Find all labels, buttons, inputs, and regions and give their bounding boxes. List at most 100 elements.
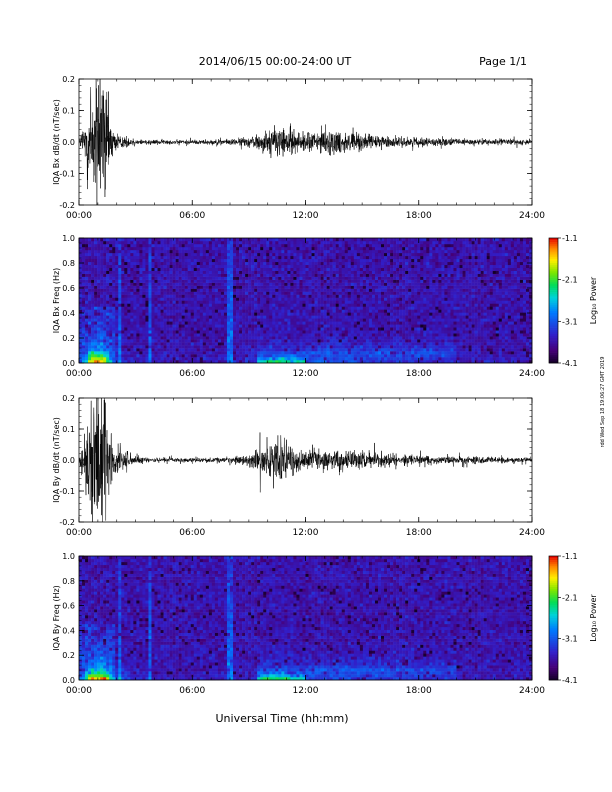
panel-2-cell (109, 303, 113, 307)
panel-2-cell (245, 345, 249, 349)
panel-2-cell (417, 342, 421, 346)
panel-2-cell (317, 297, 321, 301)
panel-2-cell (236, 342, 240, 346)
panel-2-cell (344, 249, 349, 254)
panel-2-cell (142, 258, 146, 263)
panel-2-cell (365, 246, 370, 251)
panel-2-cell (223, 327, 228, 331)
panel-2-cell (187, 318, 191, 322)
panel-2-cell (275, 309, 279, 313)
panel-2-cell (139, 348, 143, 352)
panel-2-cell (377, 255, 382, 260)
panel-2-cell (350, 240, 355, 245)
panel-2-cell (193, 318, 198, 322)
panel-2-cell (230, 312, 234, 316)
panel-2-cell (217, 258, 222, 263)
panel-2-cell (226, 321, 231, 325)
panel-2-cell (190, 348, 195, 352)
panel-2-cell (284, 243, 288, 248)
panel-2-cell (151, 342, 155, 346)
panel-2-cell (323, 306, 327, 310)
panel-2-cell (317, 309, 321, 313)
panel-2-cell (408, 309, 412, 313)
panel-2-cell (260, 351, 264, 355)
panel-2-cell (226, 261, 231, 266)
panel-2-cell (208, 300, 213, 304)
panel-2-cell (242, 312, 246, 316)
panel-2-cell (374, 321, 379, 325)
panel-2-cell (94, 300, 98, 304)
panel-2-cell (130, 312, 134, 316)
panel-2-cell (293, 336, 297, 340)
panel-2-cell (359, 309, 364, 313)
panel-2-cell (217, 327, 222, 331)
panel-2-cell (381, 285, 385, 289)
panel-2-cell (242, 345, 246, 349)
panel-2-cell (387, 339, 391, 343)
panel-2-cell (423, 339, 427, 343)
panel-2-cell (332, 294, 336, 298)
panel-2-cell (305, 342, 309, 346)
panel-2-cell (263, 249, 267, 254)
panel-2-cell (338, 252, 342, 257)
panel-2-cell (251, 348, 255, 352)
panel-2-cell (408, 318, 412, 322)
panel-2-cell (187, 258, 191, 263)
panel-2-cell (166, 312, 170, 316)
panel-2-cell (302, 306, 306, 310)
panel-2-cell (184, 285, 188, 289)
panel-2-cell (353, 267, 358, 271)
panel-2-cell (148, 252, 152, 257)
panel-2-cell (97, 255, 101, 260)
panel-2-cell (88, 297, 92, 301)
panel-2-cell (82, 348, 86, 352)
panel-2-cell (127, 276, 131, 280)
panel-2-cell (169, 273, 173, 277)
panel-2-cell (266, 345, 270, 349)
panel-2-cell (308, 327, 312, 331)
panel-2-cell (236, 339, 240, 343)
panel-2-cell (293, 294, 297, 298)
panel-2-cell (163, 330, 167, 334)
panel-2-cell (142, 342, 146, 346)
panel-2-cell (187, 273, 191, 277)
panel-2-cell (163, 249, 167, 254)
panel-2-cell (302, 336, 306, 340)
panel-2-cell (299, 327, 303, 331)
panel-2-cell (302, 327, 306, 331)
panel-2-cell (181, 300, 185, 304)
panel-2-cell (384, 336, 388, 340)
panel-2-cell (112, 351, 116, 355)
panel-2-cell (202, 321, 207, 325)
panel-2-cell (223, 261, 228, 266)
panel-2-cell (94, 333, 98, 337)
panel-2-cell (157, 252, 161, 257)
panel-2-cell (205, 261, 210, 266)
panel-2-cell (393, 264, 397, 269)
panel-2-cell (344, 342, 349, 346)
panel-2-cell (272, 243, 276, 248)
panel-2-cell (172, 321, 176, 325)
panel-2-cell (97, 294, 101, 298)
panel-2-cell (130, 291, 134, 295)
panel-2-cell (193, 321, 198, 325)
panel-2-cell (242, 294, 246, 298)
panel-2-cell (88, 258, 92, 263)
panel-2-cell (387, 336, 391, 340)
panel-2-cell (263, 279, 267, 283)
panel-2-cell (335, 276, 339, 280)
panel-2-cell (202, 342, 207, 346)
panel-2-cell (411, 270, 415, 274)
panel-2-cell (199, 336, 204, 340)
panel-2-cell (245, 327, 249, 331)
panel-2-cell (353, 240, 358, 245)
panel-2-cell (263, 288, 267, 292)
panel-2-cell (148, 315, 152, 319)
panel-2-cell (290, 348, 294, 352)
panel-2-cell (127, 255, 131, 260)
panel-2-cell (284, 252, 288, 257)
panel-2-cell (308, 273, 312, 277)
panel-2-cell (399, 327, 403, 331)
panel-2-cell (411, 300, 415, 304)
panel-2-cell (154, 360, 158, 364)
